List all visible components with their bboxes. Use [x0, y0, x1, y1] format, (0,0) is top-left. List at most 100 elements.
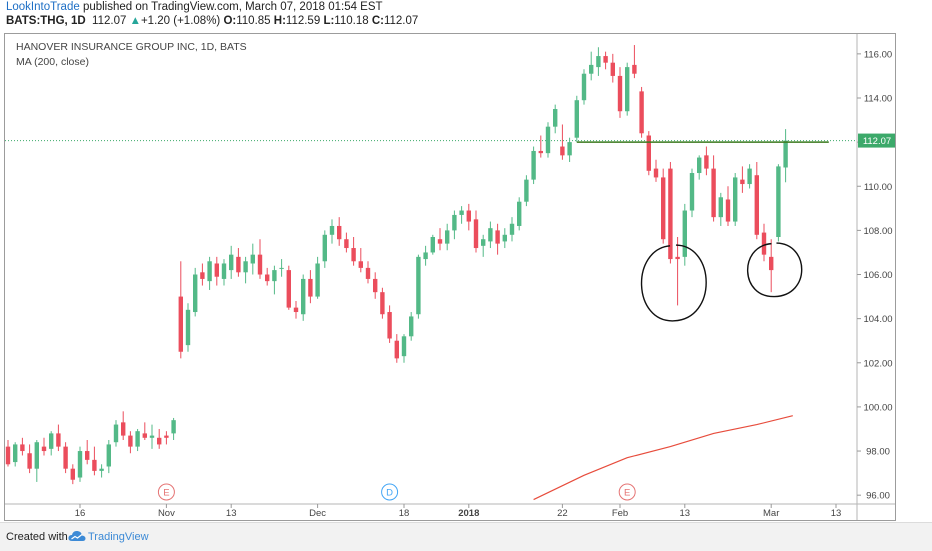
- candle[interactable]: [776, 166, 781, 238]
- candle[interactable]: [358, 261, 363, 268]
- hand-drawn-circle[interactable]: [640, 244, 707, 322]
- candle[interactable]: [495, 230, 500, 244]
- candle[interactable]: [365, 267, 371, 279]
- candle[interactable]: [185, 309, 191, 346]
- candle[interactable]: [286, 270, 291, 308]
- candle[interactable]: [164, 435, 169, 438]
- candle[interactable]: [761, 232, 767, 255]
- candle[interactable]: [545, 126, 551, 154]
- event-marker-earnings[interactable]: [618, 483, 636, 501]
- candle[interactable]: [769, 256, 774, 271]
- candle[interactable]: [85, 451, 90, 460]
- candle[interactable]: [502, 234, 507, 242]
- candle[interactable]: [430, 237, 435, 253]
- candle[interactable]: [639, 91, 644, 134]
- candle[interactable]: [56, 433, 61, 447]
- candle[interactable]: [632, 64, 637, 74]
- candle[interactable]: [329, 225, 335, 235]
- candle[interactable]: [488, 228, 493, 242]
- candle[interactable]: [207, 261, 212, 282]
- candle[interactable]: [416, 256, 421, 315]
- candle[interactable]: [322, 234, 327, 262]
- candle[interactable]: [668, 168, 673, 260]
- candle[interactable]: [387, 312, 392, 339]
- candle[interactable]: [617, 75, 623, 112]
- candle[interactable]: [783, 140, 788, 168]
- candle[interactable]: [531, 150, 536, 180]
- candle[interactable]: [625, 67, 630, 112]
- author-link[interactable]: LookIntoTrade: [6, 1, 80, 13]
- candle[interactable]: [517, 201, 522, 226]
- candle[interactable]: [560, 146, 565, 156]
- candle[interactable]: [718, 197, 723, 218]
- price-chart[interactable]: 96.00 98.00 100.00 102.00 104.00 106.00 108.00…: [5, 34, 895, 520]
- candle[interactable]: [725, 199, 731, 222]
- candle[interactable]: [567, 142, 572, 156]
- ma-legend[interactable]: MA (200, close): [16, 56, 89, 68]
- candle[interactable]: [394, 340, 399, 359]
- candle[interactable]: [315, 263, 320, 297]
- candle[interactable]: [747, 168, 752, 185]
- candle[interactable]: [553, 109, 558, 127]
- candle[interactable]: [344, 239, 349, 249]
- candle[interactable]: [178, 296, 183, 352]
- candle[interactable]: [409, 316, 414, 337]
- candle[interactable]: [20, 444, 25, 452]
- candle[interactable]: [661, 177, 666, 240]
- candle[interactable]: [70, 468, 75, 480]
- candle[interactable]: [445, 230, 450, 244]
- candle[interactable]: [171, 420, 176, 434]
- candle[interactable]: [308, 278, 313, 297]
- candle[interactable]: [675, 256, 680, 260]
- candle[interactable]: [610, 62, 615, 76]
- candle[interactable]: [689, 173, 695, 211]
- candle[interactable]: [13, 444, 18, 463]
- candle[interactable]: [704, 155, 709, 169]
- candle[interactable]: [646, 135, 651, 171]
- candle[interactable]: [697, 157, 702, 174]
- candle[interactable]: [589, 64, 594, 74]
- candle[interactable]: [243, 261, 248, 273]
- candle[interactable]: [351, 248, 356, 262]
- candle[interactable]: [711, 168, 716, 218]
- candle[interactable]: [653, 168, 659, 178]
- candle[interactable]: [682, 210, 687, 257]
- hand-drawn-circle[interactable]: [747, 242, 803, 298]
- candle[interactable]: [229, 254, 234, 271]
- event-marker-earnings[interactable]: [157, 483, 175, 501]
- candle[interactable]: [272, 270, 277, 282]
- candle[interactable]: [250, 254, 255, 264]
- candle[interactable]: [106, 444, 111, 467]
- candle[interactable]: [128, 435, 133, 447]
- candle[interactable]: [754, 175, 759, 235]
- candle[interactable]: [337, 225, 342, 240]
- candle[interactable]: [257, 254, 263, 275]
- candle[interactable]: [459, 210, 464, 215]
- tradingview-brand[interactable]: TradingView: [88, 531, 149, 543]
- candle[interactable]: [34, 442, 39, 469]
- candle[interactable]: [5, 446, 11, 465]
- candle[interactable]: [740, 179, 745, 185]
- candle[interactable]: [373, 278, 378, 293]
- tradingview-cloud-icon[interactable]: [68, 529, 86, 543]
- candle[interactable]: [121, 422, 126, 436]
- candle[interactable]: [733, 177, 738, 222]
- candle[interactable]: [135, 431, 140, 447]
- candle[interactable]: [142, 433, 147, 438]
- candle[interactable]: [63, 446, 68, 469]
- candle[interactable]: [301, 278, 306, 315]
- candle[interactable]: [538, 150, 543, 154]
- candle[interactable]: [574, 100, 579, 138]
- candle[interactable]: [99, 468, 104, 471]
- candle[interactable]: [157, 437, 162, 445]
- candle[interactable]: [77, 451, 83, 478]
- candle[interactable]: [49, 433, 54, 449]
- candle[interactable]: [149, 435, 155, 438]
- candle[interactable]: [41, 446, 47, 452]
- chart-frame[interactable]: 96.00 98.00 100.00 102.00 104.00 106.00 108.00…: [4, 33, 896, 521]
- candle[interactable]: [92, 459, 97, 471]
- event-marker-dividend[interactable]: [381, 483, 399, 501]
- candle[interactable]: [221, 263, 227, 279]
- candle[interactable]: [279, 267, 284, 269]
- candle[interactable]: [200, 272, 205, 279]
